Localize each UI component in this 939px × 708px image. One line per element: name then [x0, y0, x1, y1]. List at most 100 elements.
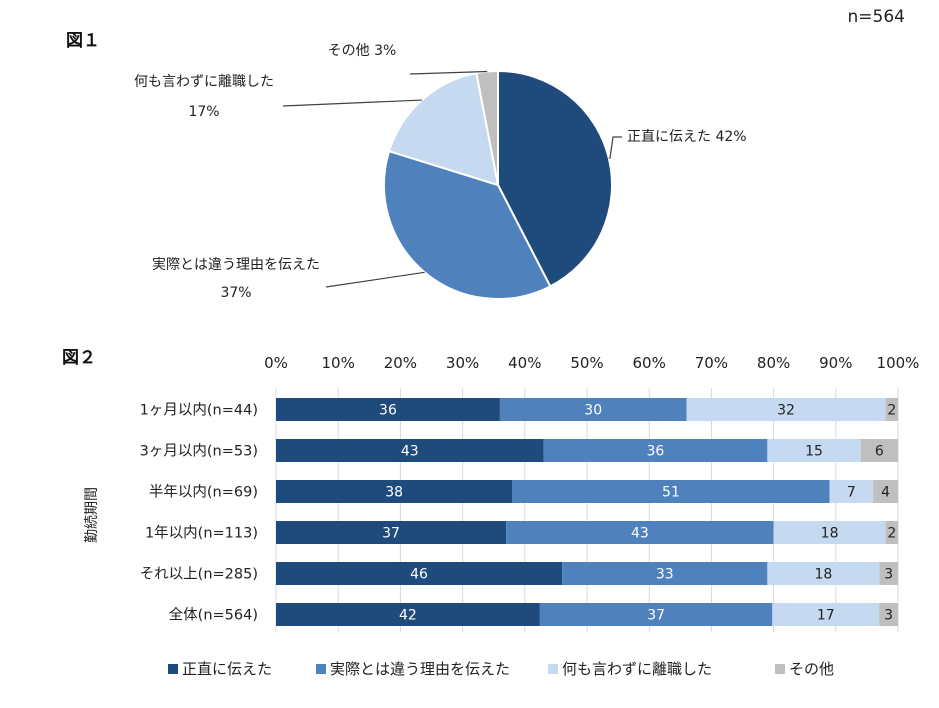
x-tick-label-4: 40%	[508, 354, 541, 372]
y-category-label-5: それ以上(n=285)	[140, 566, 258, 583]
x-tick-label-3: 30%	[446, 354, 479, 372]
pie-slices	[383, 69, 613, 300]
bar-value-r5-s1: 46	[410, 567, 428, 583]
y-category-label-6: 全体(n=564)	[169, 606, 258, 624]
bar-value-r1-s3: 32	[777, 403, 795, 419]
x-tick-label-7: 70%	[695, 354, 728, 372]
pie-label-3: 何も言わずに離職した	[134, 73, 274, 90]
bar-segment-r2-s2	[543, 439, 768, 462]
y-category-label-2: 3ヶ月以内(n=53)	[140, 443, 258, 460]
bar-segment-r4-s1	[276, 521, 507, 544]
bar-value-r5-s2: 33	[656, 567, 674, 583]
sample-size-note: n=564	[848, 7, 905, 27]
y-axis-title: 勤続期間	[83, 487, 100, 543]
pie-leader-1	[608, 136, 622, 159]
bar-value-r6-s3: 17	[817, 608, 835, 624]
bar-segment-r4-s3	[773, 521, 886, 544]
legend-label-2: 実際とは違う理由を伝えた	[330, 660, 510, 678]
bar-value-r2-s4: 6	[875, 444, 884, 460]
bar-value-r6-s4: 3	[884, 608, 893, 624]
bar-value-r2-s3: 15	[805, 444, 823, 460]
bar-segment-r4-s4	[885, 521, 898, 544]
bar-value-r3-s4: 4	[881, 485, 890, 501]
x-axis-tick-labels: 0% 10% 20% 30% 40% 50% 60% 70% 80% 90% 100%	[264, 354, 919, 372]
bar-segments	[276, 398, 898, 626]
pie-chart: 図１ 正直に伝えた 42% 実際とは違う理由を伝えた 37% 何も言わずに離職した 17…	[66, 31, 747, 301]
bar-segment-r3-s3	[829, 480, 874, 503]
bar-value-r4-s1: 37	[382, 526, 400, 542]
bar-value-r4-s4: 2	[887, 526, 896, 542]
bar-value-r1-s4: 2	[887, 403, 896, 419]
pie-leader-3	[282, 99, 423, 107]
bar-value-r3-s3: 7	[847, 485, 856, 501]
legend-label-3: 何も言わずに離職した	[562, 660, 712, 678]
bar-segment-r3-s1	[276, 480, 513, 503]
legend-swatch-2	[316, 664, 326, 674]
x-tick-label-10: 100%	[877, 354, 920, 372]
bar-data-labels: 36 30 32 2 43 36 15 6 38 51 7 4 37 43 18 2 46 33 18 3 42 37 17…	[379, 403, 896, 624]
bar-segment-r6-s2	[539, 603, 773, 626]
y-category-label-4: 1年以内(n=113)	[145, 525, 258, 542]
bar-segment-r1-s1	[276, 398, 500, 421]
figure-2-label: 図２	[62, 348, 96, 368]
x-tick-label-2: 20%	[384, 354, 417, 372]
bar-value-r5-s3: 18	[814, 567, 832, 583]
pie-label-3-pct: 17%	[188, 104, 219, 120]
bar-value-r3-s2: 51	[662, 485, 680, 501]
bar-segment-r5-s4	[879, 562, 898, 585]
bar-value-r3-s1: 38	[385, 485, 403, 501]
bar-value-r1-s1: 36	[379, 403, 397, 419]
x-tick-label-8: 80%	[757, 354, 790, 372]
pie-leader-4	[409, 70, 488, 75]
x-tick-label-0: 0%	[264, 354, 288, 372]
pie-label-2: 実際とは違う理由を伝えた	[152, 257, 320, 273]
legend: 正直に伝えた 実際とは違う理由を伝えた 何も言わずに離職した その他	[168, 660, 834, 678]
pie-leader-lines	[282, 70, 622, 288]
bar-segment-r6-s4	[879, 603, 898, 626]
bar-segment-r2-s3	[767, 439, 861, 462]
y-category-label-1: 1ヶ月以内(n=44)	[140, 402, 258, 419]
pie-slice-1	[497, 69, 613, 288]
pie-slice-2	[383, 149, 552, 300]
pie-label-1: 正直に伝えた 42%	[627, 128, 747, 145]
x-tick-label-5: 50%	[570, 354, 603, 372]
bar-value-r2-s2: 36	[647, 444, 665, 460]
figure-1-label: 図１	[66, 31, 100, 51]
bar-segment-r3-s4	[873, 480, 898, 503]
legend-label-1: 正直に伝えた	[182, 660, 272, 678]
bar-value-r5-s4: 3	[884, 567, 893, 583]
bar-segment-r4-s2	[506, 521, 774, 544]
bar-value-r6-s2: 37	[647, 608, 665, 624]
pie-labels: 正直に伝えた 42% 実際とは違う理由を伝えた 37% 何も言わずに離職した 17% その…	[134, 43, 747, 301]
x-tick-label-1: 10%	[322, 354, 355, 372]
bar-value-r2-s1: 43	[401, 444, 419, 460]
bar-segment-r6-s1	[276, 603, 540, 626]
stacked-bar-chart: 図２ 0% 10% 20% 30% 40% 50% 60% 70% 80% 90% 100% 36 3…	[62, 348, 919, 678]
pie-leader-2	[325, 271, 425, 288]
y-axis-category-labels: 1ヶ月以内(n=44) 3ヶ月以内(n=53) 半年以内(n=69) 1年以内(n=1…	[140, 402, 258, 624]
y-category-label-3: 半年以内(n=69)	[149, 484, 258, 501]
bar-gridlines	[275, 388, 899, 632]
bar-segment-r5-s2	[562, 562, 768, 585]
pie-label-2-pct: 37%	[220, 285, 251, 301]
bar-value-r4-s2: 43	[631, 526, 649, 542]
pie-label-4: その他 3%	[328, 43, 397, 59]
bar-value-r6-s1: 42	[399, 608, 417, 624]
bar-segment-r1-s4	[885, 398, 898, 421]
bar-segment-r5-s1	[276, 562, 563, 585]
bar-segment-r1-s2	[499, 398, 687, 421]
bar-segment-r1-s3	[686, 398, 886, 421]
bar-segment-r2-s1	[276, 439, 544, 462]
bar-segment-r2-s4	[860, 439, 898, 462]
legend-swatch-4	[775, 664, 785, 674]
legend-label-4: その他	[789, 660, 834, 678]
bar-segment-r3-s2	[512, 480, 830, 503]
legend-swatch-3	[548, 664, 558, 674]
x-tick-label-9: 90%	[819, 354, 852, 372]
x-tick-label-6: 60%	[633, 354, 666, 372]
bar-value-r1-s2: 30	[584, 403, 602, 419]
bar-value-r4-s3: 18	[821, 526, 839, 542]
bar-segment-r6-s3	[772, 603, 880, 626]
legend-swatch-1	[168, 664, 178, 674]
